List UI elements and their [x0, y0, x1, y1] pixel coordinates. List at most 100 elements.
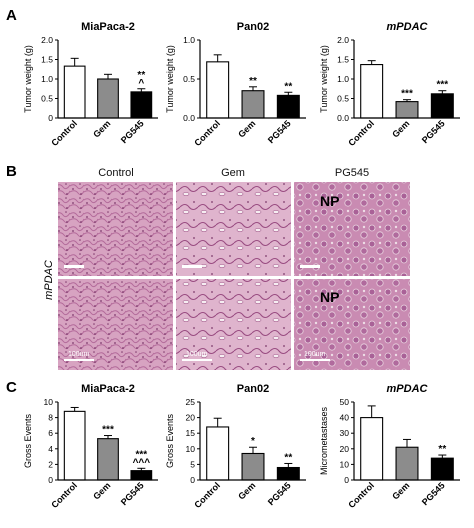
y-tick-label: 15 — [186, 428, 196, 438]
category-label: Gem — [236, 118, 257, 139]
y-axis-label: Tumor weight (g) — [319, 45, 329, 113]
y-tick-label: 5 — [190, 459, 195, 469]
bar-control — [63, 410, 86, 481]
histology-image-gem-low — [176, 182, 291, 276]
category-label: PG545 — [119, 480, 146, 507]
y-tick-label: 2.0 — [41, 35, 53, 45]
y-tick-label: 1.5 — [41, 55, 53, 65]
histology-panel: Control Gem PG545 mPDAC NP NP 100um 100u… — [43, 167, 410, 370]
bar-control — [360, 417, 384, 481]
y-tick-label: 0.5 — [337, 94, 349, 104]
bar-gem — [395, 446, 419, 481]
y-tick-label: 1.5 — [337, 55, 349, 65]
y-tick-label: 1.0 — [337, 74, 349, 84]
y-axis-label: Gross Events — [165, 413, 175, 468]
bar-gem — [97, 438, 119, 481]
category-label: Control — [192, 118, 222, 148]
significance-label: ** — [137, 70, 145, 81]
scale-label-control: 100um — [68, 351, 90, 358]
bar-control — [360, 64, 384, 119]
chart-title: mPDAC — [387, 383, 429, 395]
scale-bar-gem-high — [182, 359, 212, 361]
scale-bar-gem-low — [182, 265, 202, 268]
significance-label: *** — [135, 449, 147, 460]
y-tick-label: 1.0 — [183, 35, 195, 45]
chart-title: MiaPaca-2 — [81, 383, 135, 395]
category-label: Gem — [91, 118, 112, 139]
scale-label-gem: 100um — [186, 351, 208, 358]
category-label: PG545 — [266, 480, 293, 507]
significance-label: *** — [436, 80, 448, 91]
category-label: Gem — [390, 118, 411, 139]
histology-image-control-high — [58, 279, 173, 370]
category-label: Gem — [91, 480, 112, 501]
y-tick-label: 4 — [48, 444, 53, 454]
category-label: Gem — [236, 480, 257, 501]
np-label-top: NP — [320, 193, 339, 209]
histology-image-gem-high — [176, 279, 291, 370]
bar-pg545 — [130, 91, 153, 119]
panel-letter-a: A — [6, 7, 17, 24]
panel-letter-c: C — [6, 379, 17, 396]
y-tick-label: 0.0 — [183, 113, 195, 123]
significance-label: ^^^ — [133, 457, 151, 468]
chart-4: Pan02 0 5 10 15 20 25 Gross Events Control * Gem **… — [165, 383, 306, 510]
y-tick-label: 10 — [44, 397, 54, 407]
chart-title: mPDAC — [387, 21, 429, 33]
y-tick-label: 20 — [186, 413, 196, 423]
y-tick-label: 10 — [186, 444, 196, 454]
chart-2: mPDAC 0.0 0.5 1.0 1.5 2.0 Tumor weight (g) Cont… — [319, 21, 460, 148]
category-label: PG545 — [266, 118, 293, 145]
chart-title: Pan02 — [237, 21, 269, 33]
chart-5: mPDAC 0 10 20 30 40 50 Micrometastases Control Ge… — [319, 383, 460, 510]
y-tick-label: 2.0 — [337, 35, 349, 45]
significance-label: ** — [284, 452, 292, 463]
significance-label: ** — [438, 444, 446, 455]
bar-pg545 — [430, 457, 454, 481]
y-tick-label: 10 — [340, 459, 350, 469]
category-label: PG545 — [420, 118, 447, 145]
scale-bar-control-low — [64, 265, 84, 268]
bar-pg545 — [276, 466, 300, 481]
y-tick-label: 20 — [340, 444, 350, 454]
y-tick-label: 6 — [48, 428, 53, 438]
bar-gem — [395, 101, 419, 119]
histology-col-gem: Gem — [221, 167, 245, 179]
significance-label: ^ — [138, 78, 144, 89]
category-label: Gem — [390, 480, 411, 501]
category-label: Control — [49, 118, 79, 148]
y-tick-label: 50 — [340, 397, 350, 407]
bar-gem — [241, 452, 265, 481]
bar-control — [206, 61, 230, 119]
significance-label: ** — [284, 81, 292, 92]
y-tick-label: 2 — [48, 459, 53, 469]
y-tick-label: 0 — [48, 113, 53, 123]
chart-3: MiaPaca-2 0 2 4 6 8 10 Gross Events Control *** Ge… — [23, 383, 158, 510]
category-label: Control — [49, 480, 79, 510]
y-axis-label: Tumor weight (g) — [165, 45, 175, 113]
histology-col-control: Control — [98, 167, 133, 179]
y-tick-label: 0 — [344, 475, 349, 485]
y-tick-label: 30 — [340, 428, 350, 438]
chart-1: Pan02 0.0 0.5 1.0 Tumor weight (g) Control ** G… — [165, 21, 306, 148]
chart-title: Pan02 — [237, 383, 269, 395]
charts-row-c: MiaPaca-2 0 2 4 6 8 10 Gross Events Control *** Ge… — [23, 383, 460, 510]
histology-image-control-low — [58, 182, 173, 276]
y-tick-label: 1.0 — [41, 74, 53, 84]
y-tick-label: 0.0 — [337, 113, 349, 123]
significance-label: ** — [249, 76, 257, 87]
y-tick-label: 0.5 — [183, 74, 195, 84]
histology-image-pg545-low — [294, 182, 410, 276]
category-label: PG545 — [420, 480, 447, 507]
histology-col-pg545: PG545 — [335, 167, 369, 179]
y-tick-label: 8 — [48, 413, 53, 423]
bar-pg545 — [430, 93, 454, 119]
bar-control — [63, 65, 86, 119]
significance-label: *** — [401, 89, 413, 100]
histology-image-pg545-high — [294, 279, 410, 370]
bar-pg545 — [276, 94, 300, 119]
y-tick-label: 0.5 — [41, 94, 53, 104]
y-axis-label: Gross Events — [23, 413, 33, 468]
scale-bar-pg545-low — [300, 265, 320, 268]
